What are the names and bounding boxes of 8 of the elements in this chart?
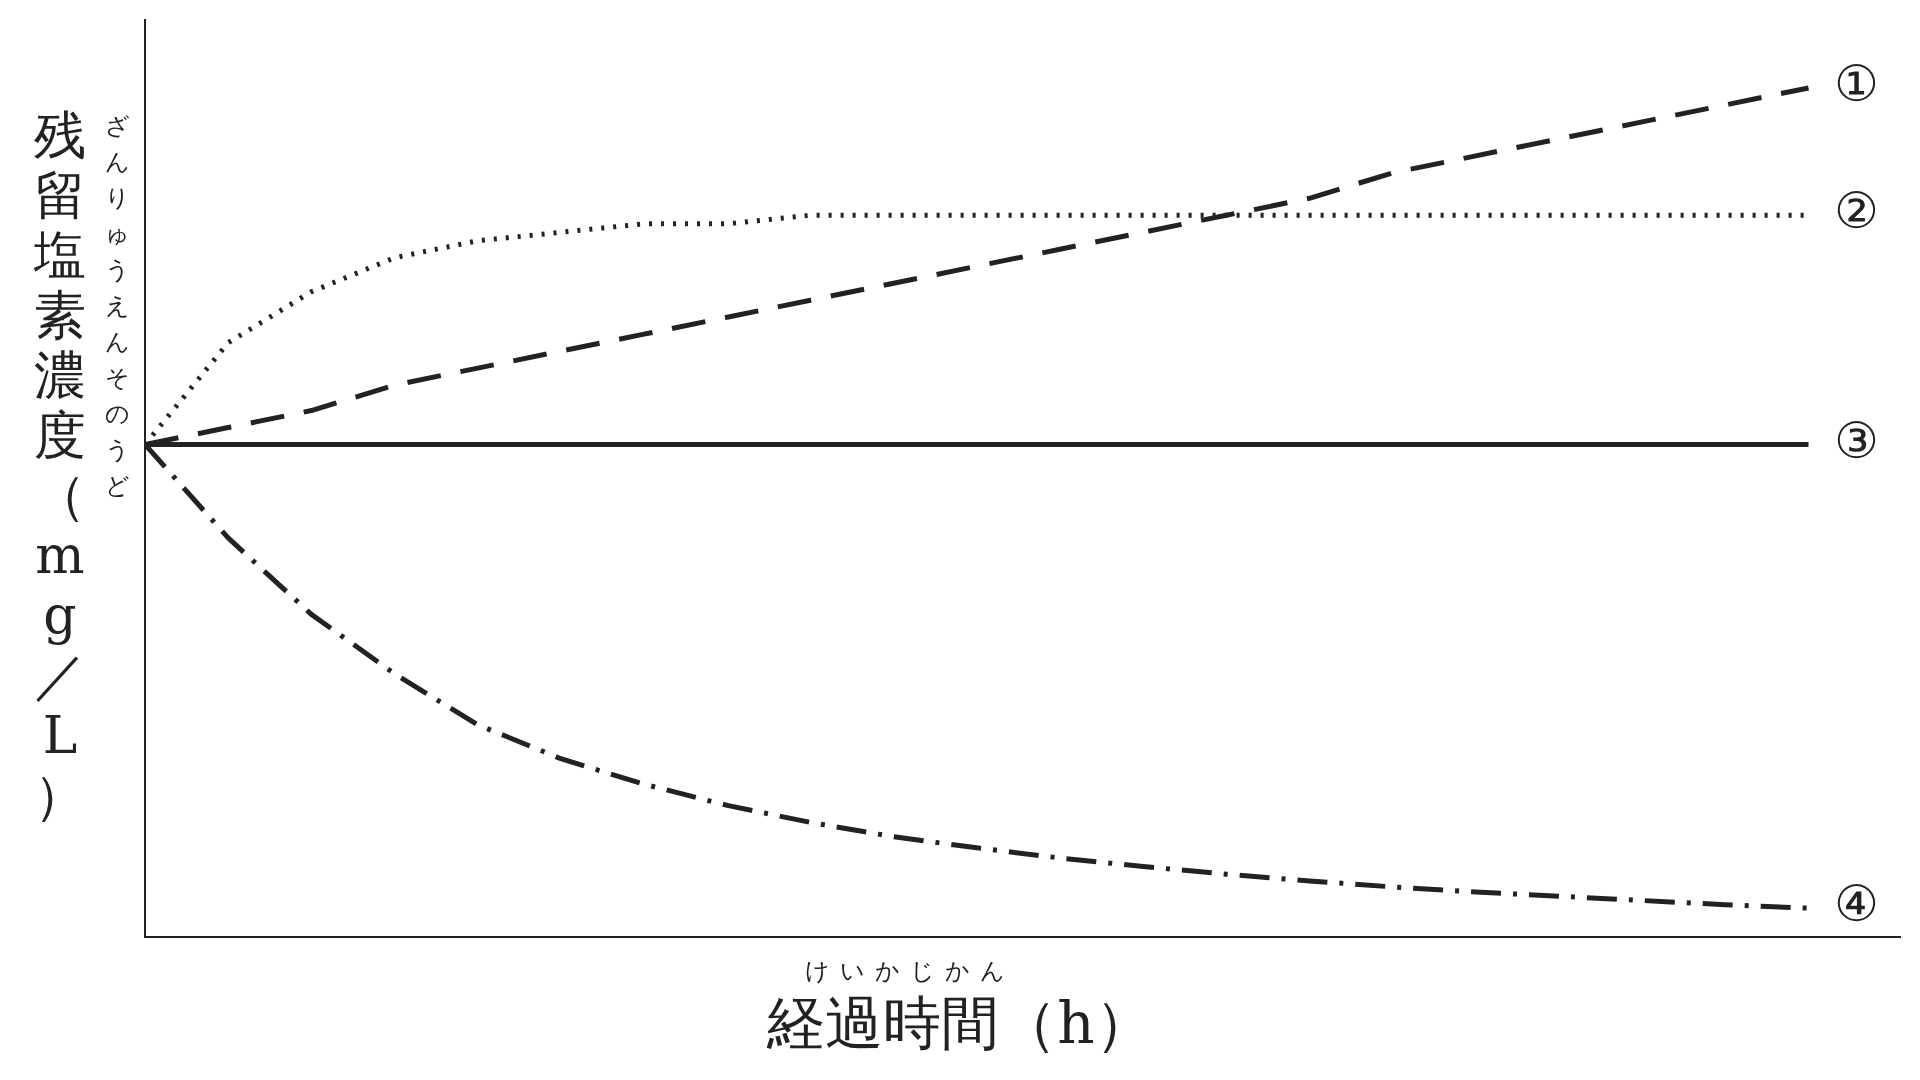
- text: けいかじかん: [804, 956, 1016, 987]
- text: 残留塩素濃度（mg／L）: [34, 105, 86, 825]
- x-axis-title: 経過時間（h）: [766, 988, 1154, 1059]
- series-label: ②: [1834, 182, 1879, 241]
- text: ざんりゅうえんそのうど: [104, 112, 130, 500]
- series-label: ③: [1834, 411, 1879, 470]
- series-label: ①: [1834, 54, 1879, 113]
- series-label: ④: [1834, 875, 1879, 934]
